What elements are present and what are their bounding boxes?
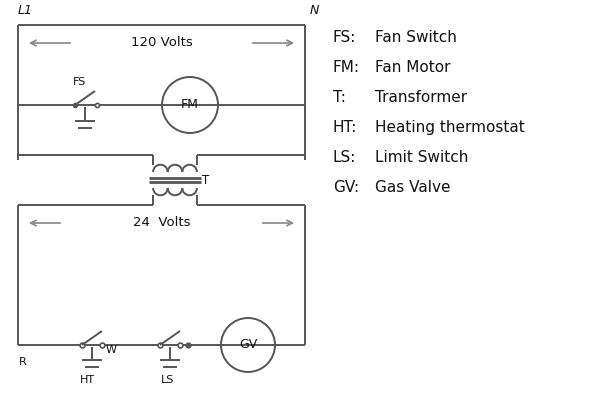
Text: Fan Motor: Fan Motor xyxy=(375,60,451,75)
Text: Limit Switch: Limit Switch xyxy=(375,150,468,165)
Text: LS: LS xyxy=(161,375,175,385)
Text: Transformer: Transformer xyxy=(375,90,467,105)
Text: LS:: LS: xyxy=(333,150,356,165)
Text: 120 Volts: 120 Volts xyxy=(130,36,192,50)
Text: R: R xyxy=(19,357,27,367)
Text: L1: L1 xyxy=(18,4,33,17)
Text: W: W xyxy=(106,345,117,355)
Text: FM: FM xyxy=(181,98,199,112)
Text: FM:: FM: xyxy=(333,60,360,75)
Text: HT: HT xyxy=(80,375,94,385)
Text: GV: GV xyxy=(239,338,257,352)
Text: Heating thermostat: Heating thermostat xyxy=(375,120,525,135)
Text: FS: FS xyxy=(73,77,86,87)
Text: 24  Volts: 24 Volts xyxy=(133,216,190,230)
Text: T:: T: xyxy=(333,90,346,105)
Text: FS:: FS: xyxy=(333,30,356,45)
Text: HT:: HT: xyxy=(333,120,358,135)
Text: N: N xyxy=(310,4,319,17)
Text: Gas Valve: Gas Valve xyxy=(375,180,451,195)
Text: Fan Switch: Fan Switch xyxy=(375,30,457,45)
Text: GV:: GV: xyxy=(333,180,359,195)
Text: T: T xyxy=(202,174,209,186)
